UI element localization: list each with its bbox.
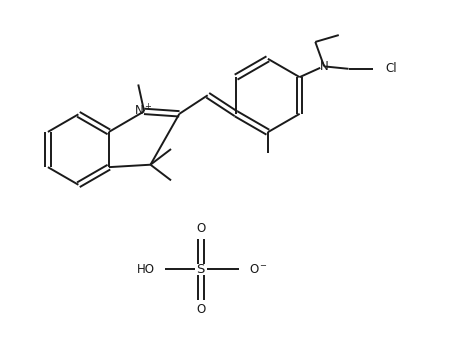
Text: O: O [196, 303, 206, 316]
Text: N: N [320, 60, 328, 73]
Text: O: O [196, 222, 206, 235]
Text: Cl: Cl [385, 62, 397, 75]
Text: S: S [197, 263, 205, 276]
Text: N$^+$: N$^+$ [134, 103, 153, 119]
Text: HO: HO [137, 263, 155, 276]
Text: O$^-$: O$^-$ [249, 263, 268, 276]
